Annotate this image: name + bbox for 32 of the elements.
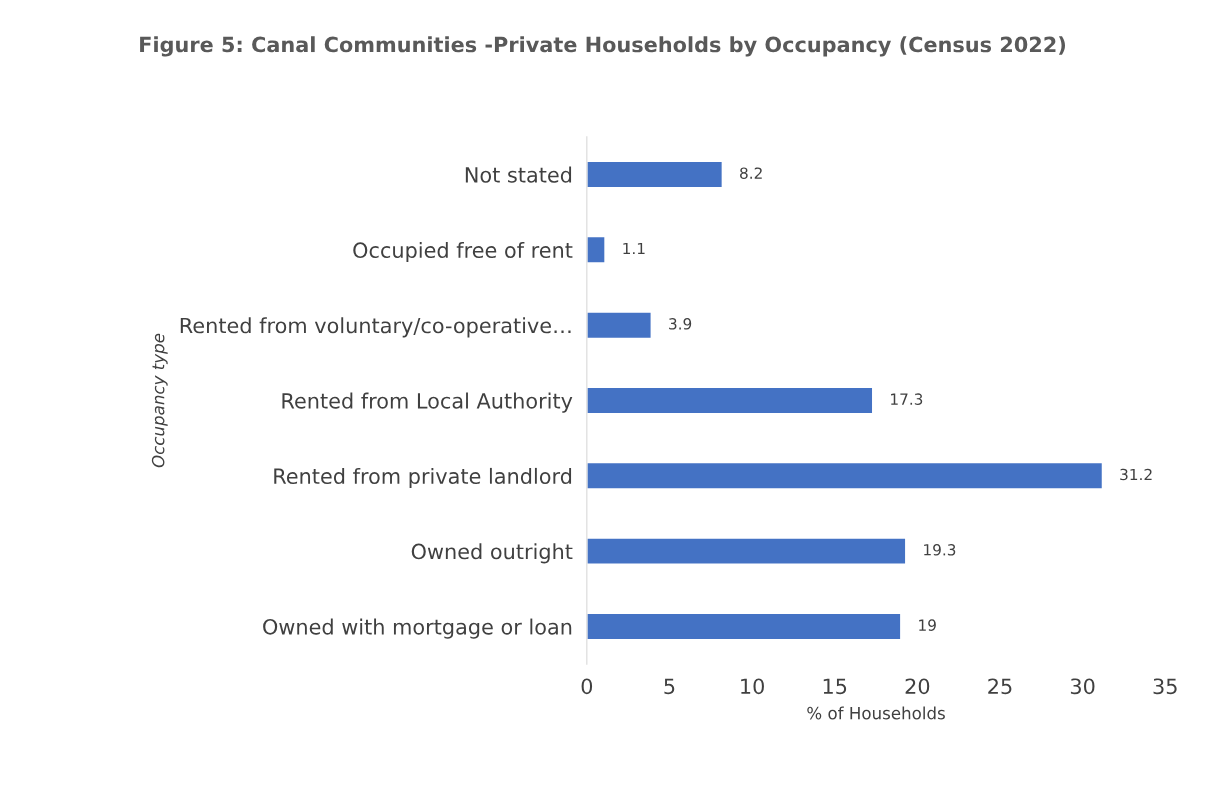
bar xyxy=(586,235,606,264)
x-axis-title: % of Households xyxy=(807,706,945,720)
data-label: 19.3 xyxy=(924,544,956,556)
y-tick-label: Rented from private landlord xyxy=(274,467,572,489)
data-label: 8.2 xyxy=(740,167,762,179)
x-tick-label: 0 xyxy=(581,678,593,695)
bar xyxy=(586,612,902,641)
y-tick-label: Rented from voluntary/co-operative… xyxy=(180,317,571,338)
y-tick-label: Not stated xyxy=(465,166,572,183)
y-tick-label: Occupied free of rent xyxy=(353,241,573,263)
x-tick-label: 5 xyxy=(664,678,675,695)
bar xyxy=(586,386,874,415)
bar xyxy=(586,537,907,566)
data-label: 1.1 xyxy=(623,242,645,255)
chart-title: Figure 5: Canal Communities -Private Households by Occupancy (Census 2022) xyxy=(140,36,1066,57)
y-tick-label: Owned with mortgage or loan xyxy=(263,618,572,639)
data-label: 3.9 xyxy=(669,318,692,330)
x-tick-label: 10 xyxy=(741,678,764,695)
x-tick-label: 30 xyxy=(1070,678,1095,695)
x-tick-label: 35 xyxy=(1153,678,1177,695)
data-label: 31.2 xyxy=(1120,468,1152,481)
x-tick-label: 25 xyxy=(988,678,1012,695)
data-label: 17.3 xyxy=(891,393,923,405)
bar xyxy=(586,461,1104,490)
bar xyxy=(586,160,724,189)
y-tick-label: Owned outright xyxy=(411,543,573,564)
x-tick-label: 20 xyxy=(905,678,930,695)
y-axis-title: Occupancy type xyxy=(151,333,168,468)
bar xyxy=(586,311,652,340)
x-tick-label: 15 xyxy=(823,678,847,695)
data-label: 19 xyxy=(919,619,936,631)
y-tick-label: Rented from Local Authority xyxy=(282,392,573,413)
